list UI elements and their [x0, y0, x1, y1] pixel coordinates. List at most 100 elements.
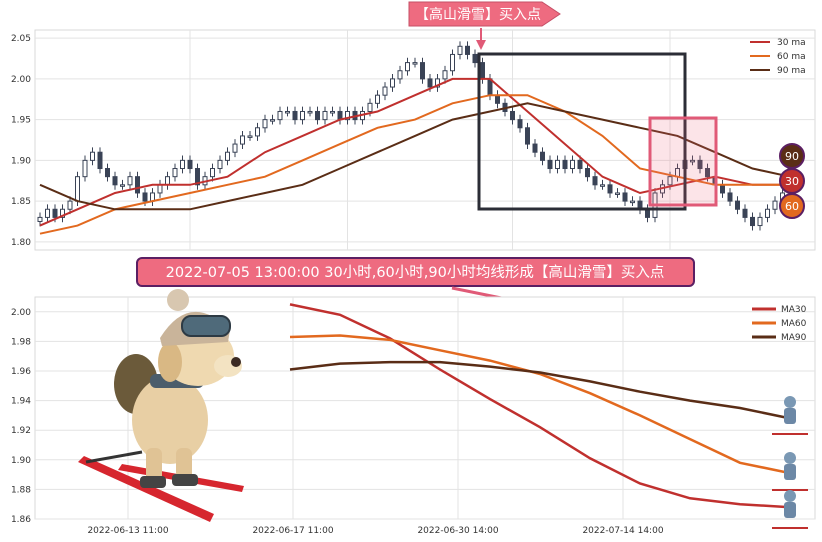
candle-body	[285, 110, 290, 114]
candle-body	[330, 110, 335, 114]
legend-label-ma30: MA30	[781, 305, 807, 315]
bottom-line-MA60	[289, 334, 791, 475]
bottom-y-tick-label: 1.94	[11, 397, 31, 407]
candle-body	[157, 184, 163, 194]
bottom-x-tick-label: 2022-06-13 11:00	[87, 526, 168, 536]
candle-body	[255, 127, 260, 137]
candle-body	[322, 110, 328, 121]
legend-label-60ma: 60 ma	[777, 52, 806, 62]
candle-body	[555, 159, 560, 170]
candle-body	[172, 168, 178, 178]
top-signal-banner: 【高山滑雪】买入点	[408, 1, 561, 50]
candle-body	[232, 143, 238, 153]
candle-body	[37, 216, 43, 222]
candle-body	[135, 176, 140, 194]
candle-body	[630, 200, 635, 204]
candle-body	[52, 208, 58, 218]
candle-body	[667, 176, 673, 186]
candle-body	[750, 216, 755, 227]
candle-body	[82, 159, 88, 178]
candle-body	[217, 159, 223, 170]
bottom-x-tick-label: 2022-06-30 14:00	[417, 526, 498, 536]
candle-body	[367, 102, 373, 112]
bottom-line-MA30	[289, 303, 791, 509]
dog-ski-pole	[85, 450, 143, 464]
end-badges: 90 30 60	[779, 143, 805, 219]
dog-goggles	[181, 315, 231, 337]
candle-body	[435, 78, 440, 88]
candle-body	[405, 62, 410, 72]
signal-box-pink	[648, 116, 718, 207]
candle-body	[105, 168, 110, 178]
candle-body	[210, 168, 215, 178]
top-y-axis-ticks: 1.80 1.85 1.90 1.95 2.00 2.05	[11, 34, 31, 248]
bottom-x-tick-label: 2022-06-17 11:00	[252, 526, 333, 536]
candle-body	[742, 208, 748, 218]
candle-body	[345, 110, 350, 121]
candle-body	[307, 110, 313, 114]
signal-box-dark	[477, 52, 687, 211]
middle-banner-text: 2022-07-05 13:00:00 30小时,60小时,90小时均线形成【高…	[166, 264, 665, 281]
dog-boot-right	[172, 474, 198, 486]
top-y-tick-label: 1.90	[11, 156, 31, 166]
candle-body	[450, 53, 455, 72]
candle-body	[607, 184, 613, 194]
candle-body	[540, 151, 545, 161]
candle-body	[525, 127, 530, 145]
bottom-panel: 1.86 1.88 1.90 1.92 1.94 1.96 1.98 2.00 2022-06…	[11, 289, 816, 536]
candle-body	[225, 151, 230, 161]
bottom-x-axis-ticks: 2022-06-13 11:00 2022-06-17 11:00 2022-06-…	[87, 526, 663, 536]
candle-body	[142, 192, 148, 202]
skier-icons	[772, 396, 808, 529]
candle-body	[465, 45, 470, 55]
top-y-tick-label: 1.85	[11, 197, 31, 207]
candle-body	[315, 110, 320, 121]
candle-body	[765, 208, 770, 218]
top-banner-shape	[408, 1, 561, 27]
skier-icon-ma90	[772, 396, 808, 435]
legend-label-30ma: 30 ma	[777, 38, 806, 48]
top-ma-lines	[39, 77, 791, 235]
top-y-tick-label: 1.80	[11, 238, 31, 248]
top-banner-arrow-head	[476, 40, 486, 50]
candle-body	[75, 176, 80, 202]
top-line-60-ma	[39, 94, 790, 235]
candle-body	[735, 200, 740, 210]
candle-body	[592, 176, 598, 186]
bottom-ma-lines	[289, 303, 791, 509]
candle-body	[457, 45, 463, 55]
candle-body	[420, 62, 425, 80]
top-banner-text: 【高山滑雪】买入点	[415, 6, 541, 23]
bottom-y-tick-label: 1.90	[11, 456, 31, 466]
candle-body	[600, 184, 605, 187]
dog-leg-right	[176, 448, 192, 480]
candle-body	[705, 168, 710, 178]
candle-body	[247, 135, 253, 138]
badge-60-label: 60	[785, 200, 799, 213]
candle-body	[292, 110, 298, 121]
middle-banner-box	[136, 257, 695, 287]
top-line-90-ma	[39, 102, 791, 211]
top-grid	[35, 30, 815, 250]
candle-body	[532, 143, 538, 153]
top-panel: 1.80 1.85 1.90 1.95 2.00 2.05 30 ma 60 ma 90 …	[11, 29, 816, 251]
badge-60	[779, 193, 805, 219]
top-y-tick-label: 1.95	[11, 116, 31, 126]
candle-body	[397, 70, 403, 80]
candle-body	[427, 78, 433, 88]
candle-body	[757, 216, 763, 227]
badge-30-label: 30	[785, 175, 799, 188]
bottom-line-MA90	[289, 360, 791, 420]
bottom-y-tick-label: 1.92	[11, 426, 31, 436]
bottom-legend: MA30 MA60 MA90	[752, 305, 807, 343]
candle-body	[240, 135, 245, 145]
candle-body	[270, 119, 275, 122]
top-y-tick-label: 2.05	[11, 34, 31, 44]
candle-body	[97, 151, 103, 170]
dog-nose	[231, 357, 241, 367]
legend-label-90ma: 90 ma	[777, 66, 806, 76]
candle-body	[60, 208, 65, 218]
candle-body	[187, 159, 193, 170]
dog-ear	[158, 342, 182, 382]
bottom-y-tick-label: 1.88	[11, 485, 31, 495]
